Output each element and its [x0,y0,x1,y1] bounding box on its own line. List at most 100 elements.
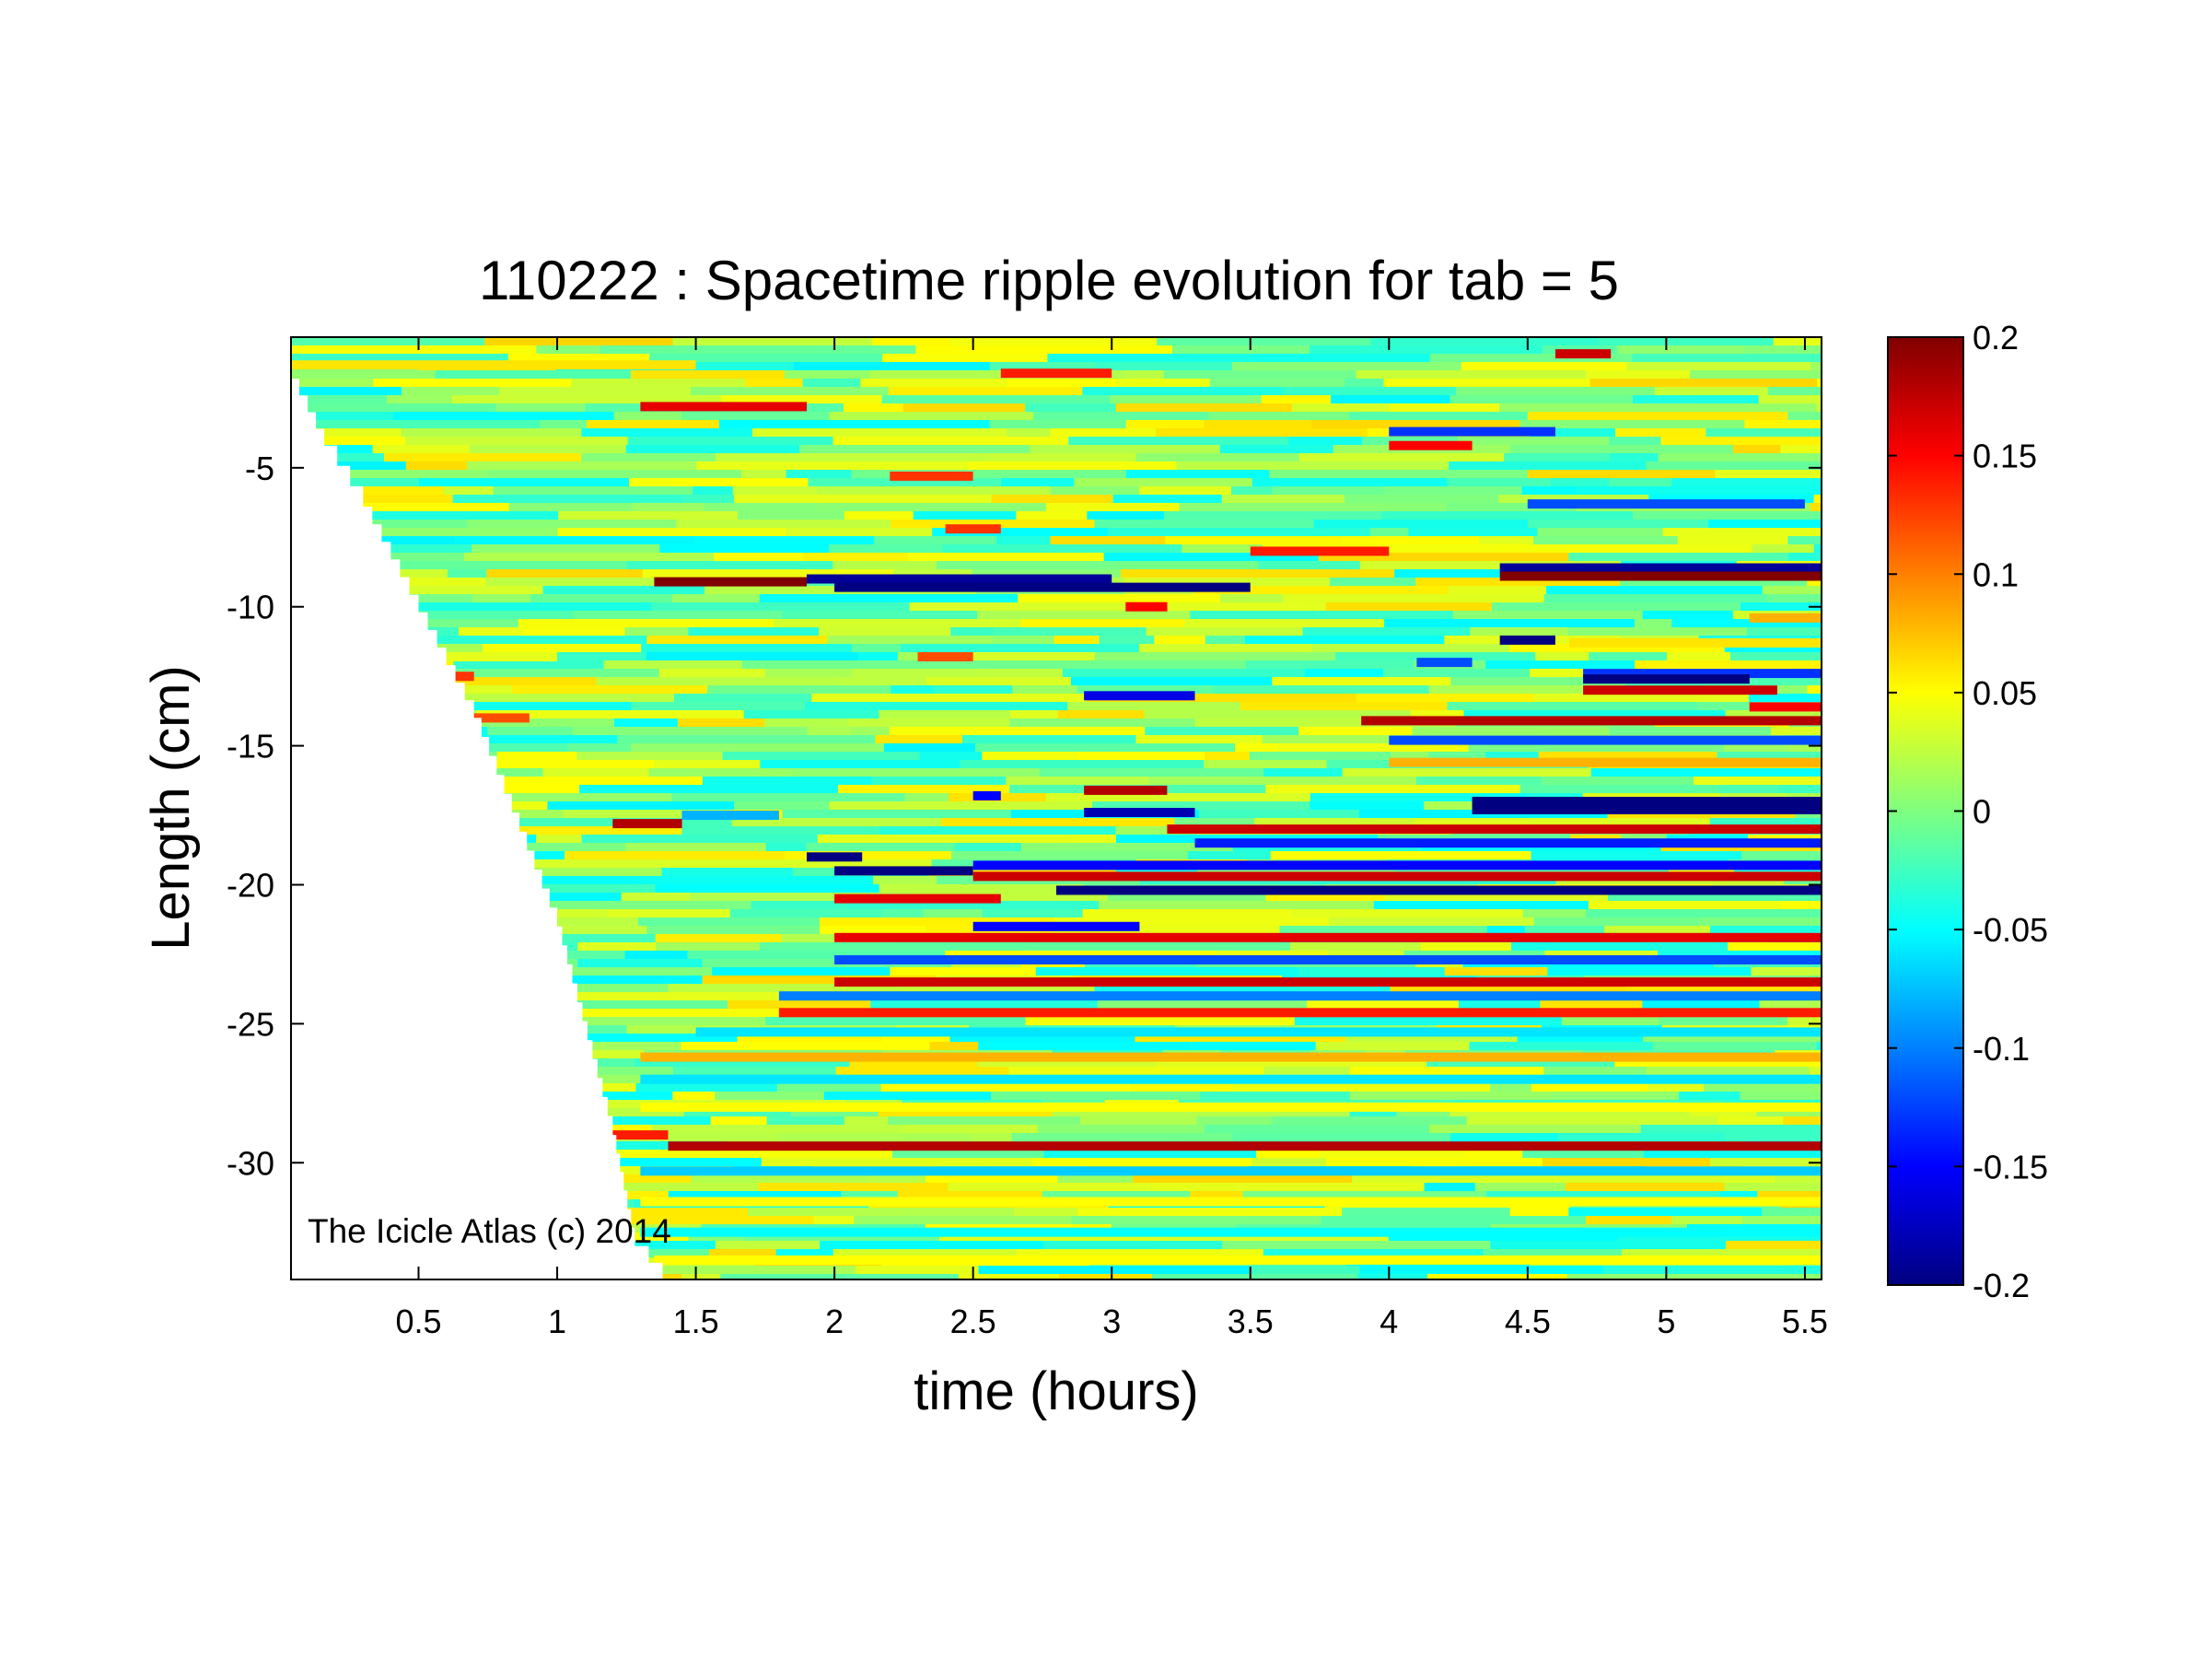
heatmap-texture-cell [1642,611,1733,619]
heatmap-texture-cell [903,1208,1014,1216]
heatmap-texture-cell [960,760,1112,768]
heatmap-texture-cell [1111,760,1205,768]
heatmap-texture-cell [1620,578,1808,586]
heatmap-texture-cell [1272,677,1451,685]
heatmap-texture-cell [1092,801,1310,810]
heatmap-texture-cell [1252,478,1448,486]
heatmap-texture-cell [1058,1274,1153,1279]
heatmap-texture-cell [880,1034,950,1042]
x-tick-label: 5 [1657,1303,1675,1340]
heatmap-texture-cell [1490,1241,1727,1249]
heatmap-texture-cell [907,553,1104,561]
heatmap-texture-cell [909,602,1159,611]
heatmap-texture-cell [751,901,846,909]
heatmap-texture-cell [1380,511,1634,520]
heatmap-texture-cell [1146,627,1303,636]
heatmap-texture-cell [702,959,951,967]
heatmap-band [834,894,1001,904]
heatmap-texture-cell [1009,710,1058,719]
heatmap-texture-cell [1158,602,1326,611]
heatmap-texture-cell [1265,785,1520,793]
heatmap-band [917,652,973,661]
heatmap-band [640,402,808,412]
heatmap-texture-cell [1017,1249,1263,1257]
heatmap-texture-cell [1298,453,1505,461]
heatmap-texture-cell [1043,1150,1257,1158]
heatmap-texture-cell [1724,743,1789,752]
heatmap-texture-cell [786,528,933,536]
heatmap-texture-cell [1384,619,1635,627]
heatmap-texture-cell [959,1274,1059,1279]
heatmap-texture-cell [991,495,1113,503]
heatmap-texture-cell [722,752,920,760]
heatmap-texture-cell [984,453,1136,461]
heatmap-texture-cell [1466,1116,1717,1125]
heatmap-texture-cell [1011,1133,1233,1141]
heatmap-texture-cell [1050,486,1140,495]
heatmap-texture-cell [1444,967,1548,976]
heatmap-texture-cell [1566,1174,1775,1183]
heatmap-texture-cell [413,602,652,611]
heatmap-texture-cell [776,1083,881,1092]
heatmap-texture-cell [1222,1241,1491,1249]
heatmap-texture-cell [1240,702,1448,710]
heatmap-texture-cell [526,992,788,1000]
heatmap-texture-cell [816,503,1046,511]
heatmap-texture-cell [951,851,1188,859]
heatmap-texture-cell [1031,1158,1252,1166]
heatmap-texture-cell [1787,553,1822,561]
heatmap-texture-cell [557,528,786,536]
heatmap-texture-cell [793,362,990,370]
heatmap-texture-cell [1531,1083,1647,1092]
heatmap-texture-cell [1310,793,1477,801]
heatmap-texture-cell [1585,370,1691,379]
heatmap-texture-cell [1139,486,1232,495]
heatmap-texture-cell [651,602,910,611]
heatmap-texture-cell [484,337,673,345]
heatmap-texture-cell [1076,752,1205,760]
heatmap-texture-cell [765,1017,1026,1025]
heatmap-texture-cell [1642,1000,1760,1009]
heatmap-band [681,811,779,820]
heatmap-band [807,574,1112,584]
heatmap-texture-cell [1524,818,1710,826]
heatmap-texture-cell [1054,636,1100,644]
heatmap-texture-cell [1231,486,1273,495]
heatmap-texture-cell [1491,544,1680,553]
heatmap-texture-cell [1187,851,1271,859]
heatmap-texture-cell [784,851,951,859]
heatmap-texture-cell [1116,835,1188,843]
heatmap-texture-cell [774,619,1021,627]
heatmap-texture-cell [573,611,783,619]
heatmap-texture-cell [683,1108,791,1116]
heatmap-texture-cell [994,627,1147,636]
heatmap-texture-cell [799,445,1030,453]
heatmap-texture-cell [832,1249,1017,1257]
heatmap-texture-cell [1424,1183,1475,1191]
heatmap-texture-cell [1139,644,1312,652]
heatmap-texture-cell [1298,727,1413,735]
heatmap-texture-cell [1359,1266,1603,1274]
heatmap-band [612,819,682,829]
heatmap-band [1499,635,1555,645]
heatmap-texture-cell [1517,1034,1644,1042]
heatmap-texture-cell [1634,619,1672,627]
heatmap-texture-cell [1429,354,1633,362]
heatmap-texture-cell [857,652,898,660]
heatmap-texture-cell [1718,785,1779,793]
heatmap-texture-cell [1082,909,1292,917]
heatmap-texture-cell [1568,553,1788,561]
heatmap-texture-cell [487,727,574,735]
heatmap-texture-cell [1654,387,1769,395]
heatmap-texture-cell [1749,694,1822,702]
heatmap-texture-cell [728,1000,871,1009]
heatmap-texture-cell [1449,461,1647,470]
heatmap-texture-cell [1660,437,1822,445]
heatmap-texture-cell [838,785,1010,793]
heatmap-texture-cell [1724,644,1822,652]
heatmap-band [1084,785,1168,795]
heatmap-texture-cell [720,395,882,403]
heatmap-texture-cell [1633,395,1694,403]
heatmap-texture-cell [401,387,499,395]
heatmap-band [640,1052,1822,1062]
